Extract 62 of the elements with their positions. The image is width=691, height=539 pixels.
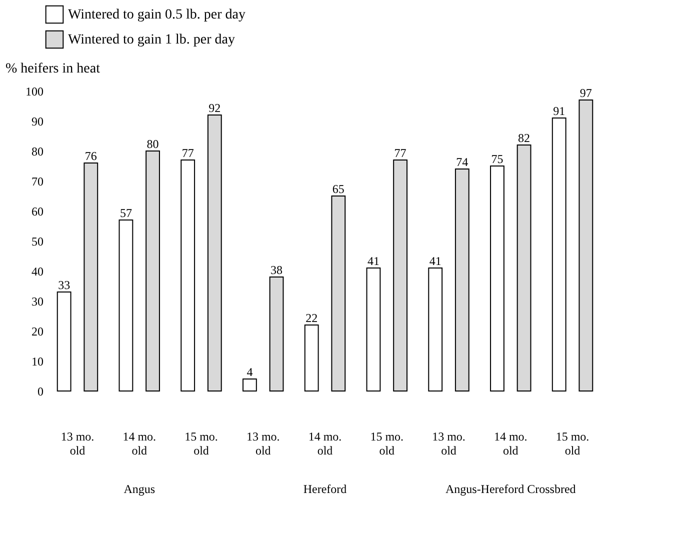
data-label: 74 [456, 155, 468, 169]
bar [366, 268, 381, 392]
data-label: 77 [182, 146, 194, 160]
data-label: 22 [306, 311, 318, 325]
data-label: 77 [394, 146, 406, 160]
bar [428, 268, 443, 392]
x-tick-label: 13 mo. old [60, 430, 94, 458]
legend-label: Wintered to gain 1 lb. per day [68, 32, 235, 48]
data-label: 92 [208, 101, 221, 115]
x-tick-label: 14 mo. old [308, 430, 342, 458]
bar [578, 100, 594, 392]
bar [454, 168, 470, 392]
bar [118, 220, 134, 392]
data-label: 76 [84, 149, 97, 163]
y-tick-label: 50 [32, 234, 44, 248]
x-tick-label: 15 mo. old [556, 430, 590, 458]
bar [84, 162, 98, 392]
y-tick-label: 20 [32, 324, 44, 338]
y-tick-label: 0 [38, 384, 44, 398]
x-tick-label: 15 mo. old [370, 430, 404, 458]
legend-label: Wintered to gain 0.5 lb. per day [68, 8, 246, 22]
x-tick-label: 14 mo. old [122, 430, 156, 458]
data-label: 97 [580, 86, 592, 100]
data-label: 41 [367, 254, 380, 268]
bar [331, 196, 346, 392]
y-tick-label: 10 [32, 354, 44, 368]
text: Angus [124, 482, 156, 496]
data-label: 65 [332, 182, 344, 196]
text: Hereford [303, 482, 347, 496]
y-tick-label: 90 [32, 114, 44, 128]
x-tick-label: 13 mo. old [246, 430, 280, 458]
x-tick-label: 14 mo. old [494, 430, 528, 458]
data-label: 38 [270, 263, 283, 277]
bar [180, 160, 196, 392]
y-tick-label: 40 [32, 264, 44, 278]
y-tick-label: 80 [32, 144, 44, 158]
data-label: 33 [58, 278, 70, 292]
bar [269, 276, 284, 392]
bar [146, 150, 160, 392]
bar [304, 324, 319, 392]
text: Angus-Hereford Crossbred [445, 482, 576, 496]
bar [516, 144, 532, 392]
y-tick-label: 30 [32, 294, 44, 308]
data-label: 57 [120, 206, 132, 220]
x-tick-label: 13 mo. old [432, 430, 466, 458]
bar [393, 160, 408, 392]
bar [56, 292, 72, 392]
data-label: 41 [429, 254, 442, 268]
bar [242, 378, 257, 392]
data-label: 75 [491, 152, 504, 166]
data-label: 4 [246, 365, 253, 379]
data-label: 91 [553, 104, 566, 118]
y-axis-title: % heifers in heat [6, 62, 100, 76]
y-tick-label: 70 [32, 174, 44, 188]
x-tick-label: 15 mo. old [184, 430, 218, 458]
y-tick-label: 100 [26, 84, 44, 98]
bar [490, 166, 504, 392]
data-label: 80 [146, 137, 159, 151]
y-tick-label: 60 [32, 204, 44, 218]
bar [207, 114, 222, 392]
data-label: 82 [518, 131, 530, 145]
bar [552, 118, 566, 392]
